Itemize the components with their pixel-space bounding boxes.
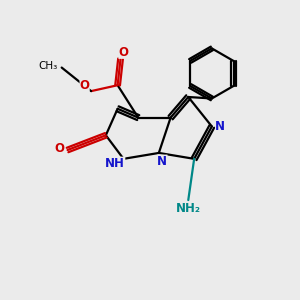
Text: NH: NH bbox=[105, 157, 125, 170]
Text: N: N bbox=[215, 120, 225, 133]
Text: N: N bbox=[158, 155, 167, 168]
Text: NH₂: NH₂ bbox=[176, 202, 201, 215]
Text: O: O bbox=[80, 79, 90, 92]
Text: O: O bbox=[54, 142, 64, 155]
Text: CH₃: CH₃ bbox=[38, 61, 57, 71]
Text: O: O bbox=[118, 46, 128, 59]
